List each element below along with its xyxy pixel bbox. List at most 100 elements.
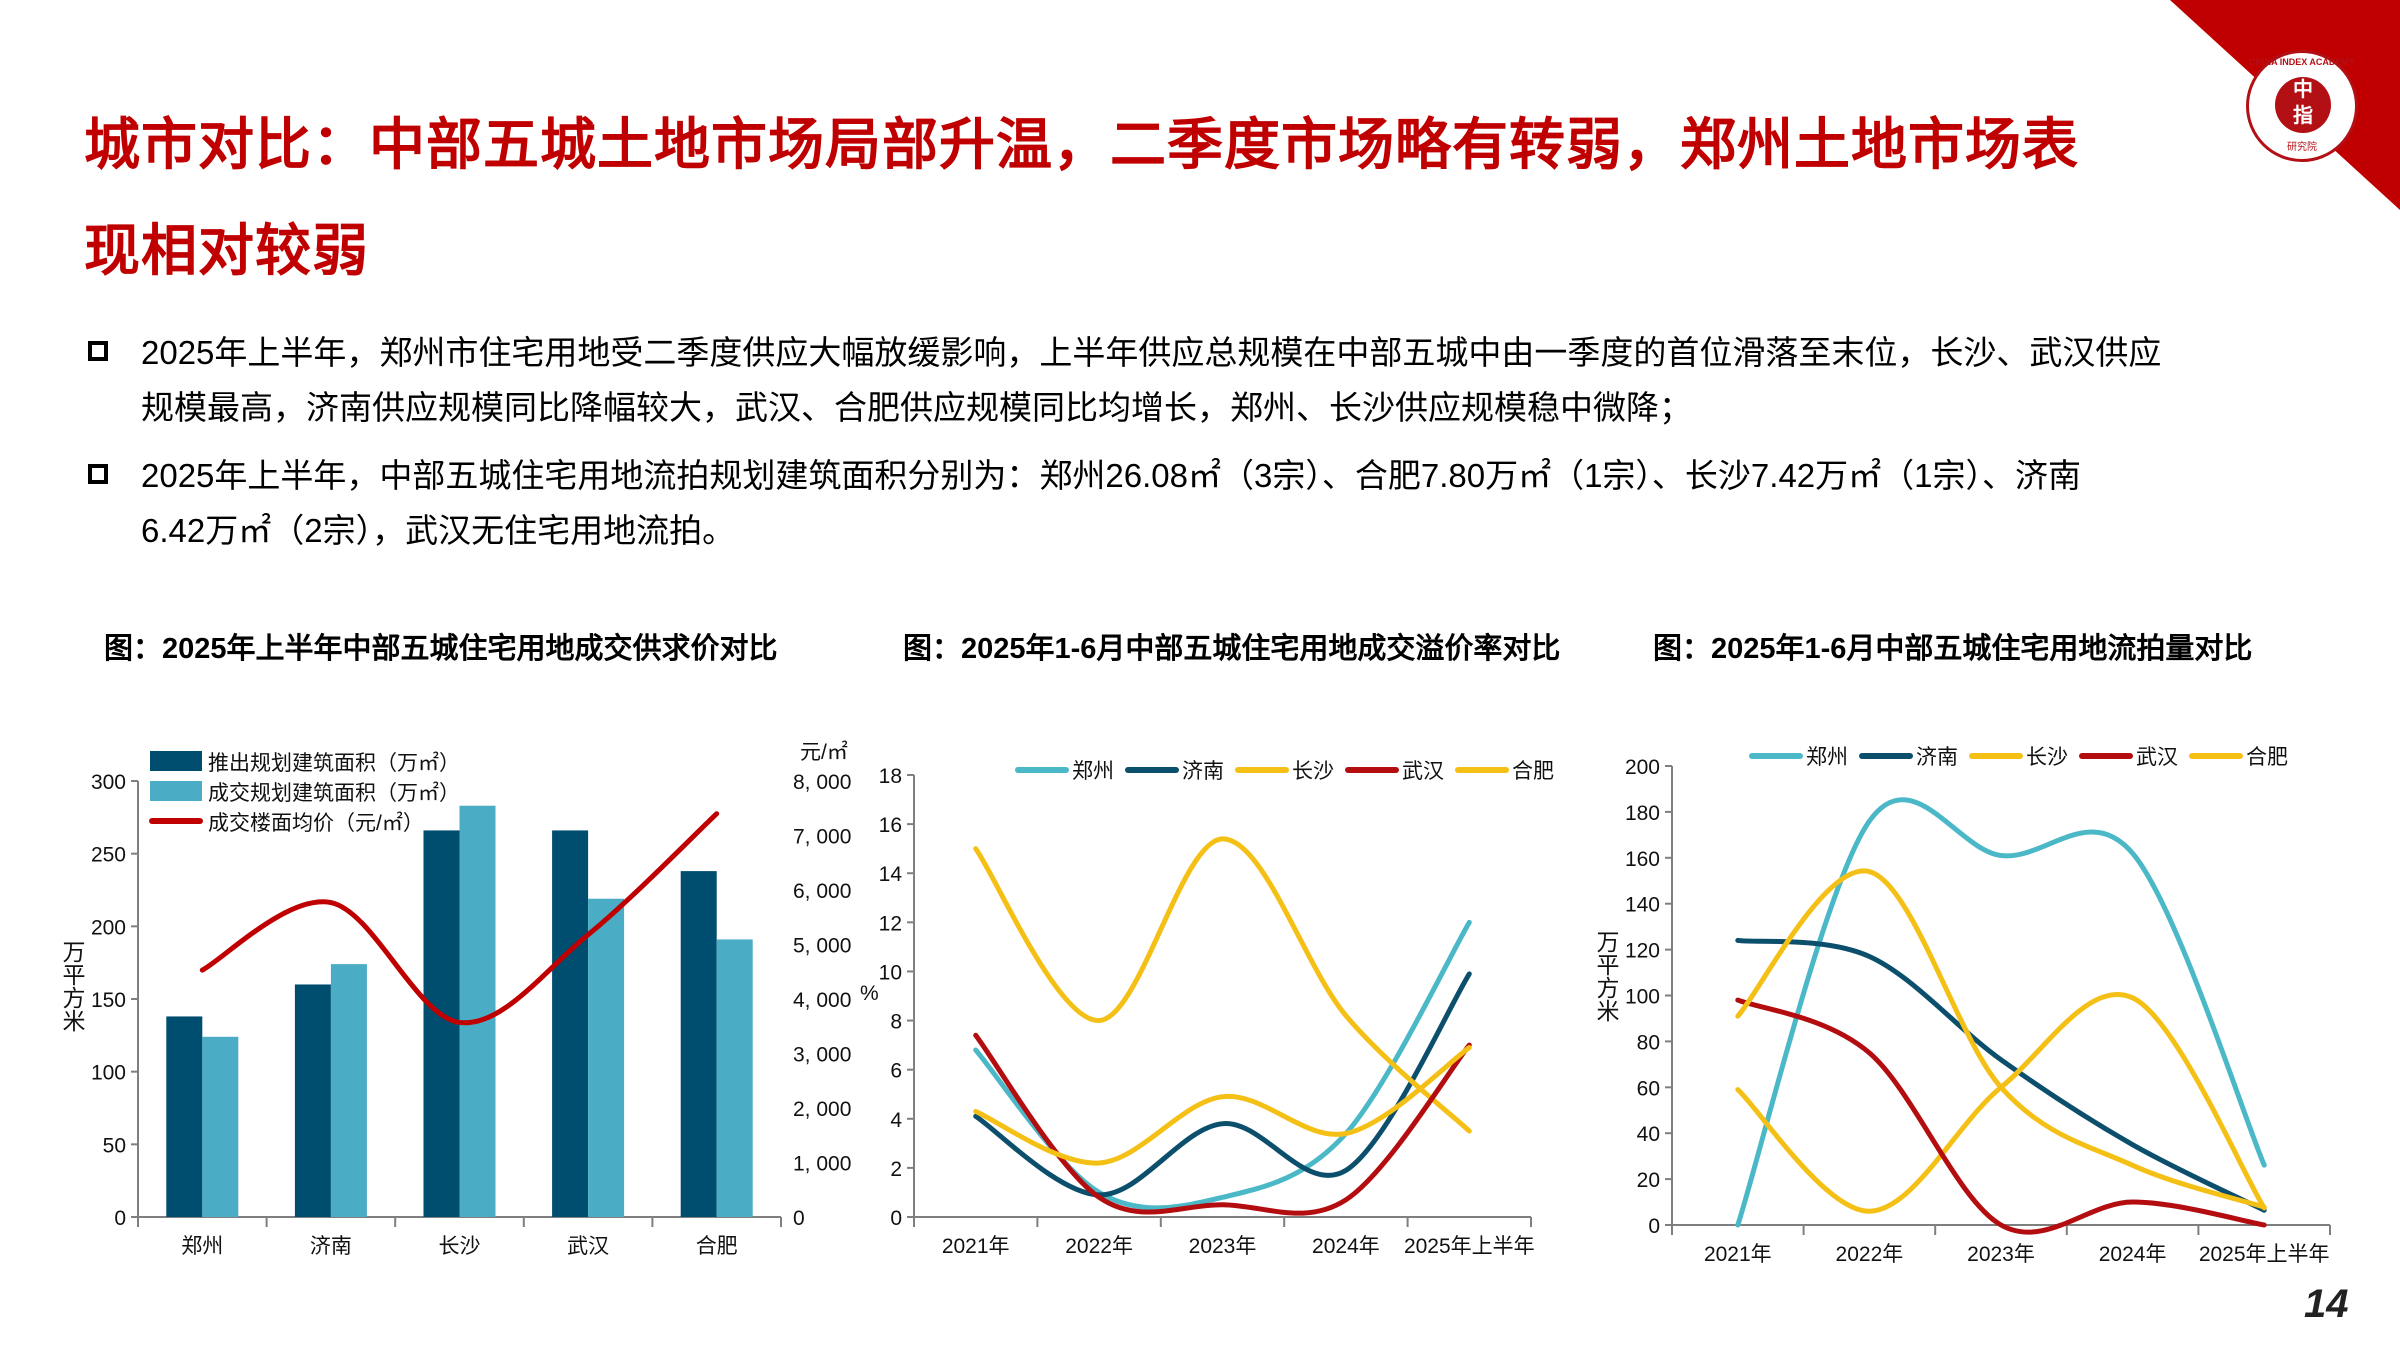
x-tick-label: 2024年 xyxy=(1312,1235,1380,1258)
y-tick-label: 140 xyxy=(1625,894,1660,917)
logo-ring-text: CHINA INDEX ACADEMY xyxy=(2249,57,2355,67)
bar-推出规划建筑面积（万㎡）-合肥 xyxy=(680,871,717,1217)
y-tick-label: 4 xyxy=(890,1109,902,1132)
bullet-line: 2025年上半年，郑州市住宅用地受二季度供应大幅放缓影响，上半年供应总规模在中部… xyxy=(141,334,2162,371)
x-tick-label: 2025年上半年 xyxy=(1404,1235,1535,1258)
x-tick-label: 2023年 xyxy=(1189,1235,1257,1258)
y-tick-label: 18 xyxy=(879,765,902,788)
y-tick-label: 300 xyxy=(91,771,126,794)
x-tick-label: 合肥 xyxy=(696,1235,738,1258)
legend-swatch xyxy=(150,781,202,801)
bar-推出规划建筑面积（万㎡）-郑州 xyxy=(166,1016,203,1217)
y-tick-label: 50 xyxy=(103,1134,126,1157)
legend-label: 武汉 xyxy=(1402,760,1444,783)
square-bullet-icon xyxy=(88,464,108,484)
x-tick-label: 长沙 xyxy=(439,1235,481,1258)
y2-tick-label: 6, 000 xyxy=(793,880,851,903)
y2-tick-label: 1, 000 xyxy=(793,1153,851,1176)
legend-label: 济南 xyxy=(1916,746,1958,769)
y-tick-label: 14 xyxy=(879,863,903,886)
y2-tick-label: 3, 000 xyxy=(793,1044,851,1067)
x-tick-label: 2023年 xyxy=(1967,1243,2035,1266)
square-bullet-icon xyxy=(88,341,108,361)
y-tick-label: 180 xyxy=(1625,802,1660,825)
x-tick-label: 2021年 xyxy=(942,1235,1010,1258)
bullet-1: 2025年上半年，郑州市住宅用地受二季度供应大幅放缓影响，上半年供应总规模在中部… xyxy=(88,325,2161,435)
y2-tick-label: 2, 000 xyxy=(793,1098,851,1121)
chart-1-y-axis-title: 万平方米 xyxy=(59,940,85,1032)
bar-成交规划建筑面积（万㎡）-长沙 xyxy=(459,805,496,1217)
y2-tick-label: 7, 000 xyxy=(793,826,851,849)
series-line-长沙 xyxy=(973,836,1472,1134)
x-tick-label: 2024年 xyxy=(2099,1243,2167,1266)
y-tick-label: 100 xyxy=(1625,986,1660,1009)
x-tick-label: 济南 xyxy=(310,1235,352,1258)
bullet-line: 2025年上半年，中部五城住宅用地流拍规划建筑面积分别为：郑州26.08㎡（3宗… xyxy=(141,457,2082,494)
legend-label: 长沙 xyxy=(2026,746,2068,769)
y-tick-label: 200 xyxy=(91,916,126,939)
page-title: 城市对比：中部五城土地市场局部升温，二季度市场略有转弱，郑州土地市场表现相对较弱 xyxy=(84,113,2079,282)
legend-swatch xyxy=(150,751,202,771)
series-line-武汉 xyxy=(1735,997,2267,1235)
y-tick-label: 40 xyxy=(1637,1123,1660,1146)
logo-char-bottom: 指 xyxy=(2293,105,2313,127)
y-tick-label: 200 xyxy=(1625,756,1660,779)
bar-推出规划建筑面积（万㎡）-长沙 xyxy=(423,830,460,1217)
x-tick-label: 2021年 xyxy=(1704,1243,1772,1266)
y-tick-label: 6 xyxy=(890,1060,902,1083)
chart-3-y-axis-title: 万平方米 xyxy=(1593,930,1619,1022)
y-tick-label: 10 xyxy=(879,961,902,984)
y-tick-label: 12 xyxy=(879,912,902,935)
y-tick-label: 120 xyxy=(1625,940,1660,963)
y-tick-label: 160 xyxy=(1625,848,1660,871)
y-tick-label: 100 xyxy=(91,1062,126,1085)
y-tick-label: 60 xyxy=(1637,1077,1660,1100)
bullet-line: 规模最高，济南供应规模同比降幅较大，武汉、合肥供应规模同比均增长，郑州、长沙供应… xyxy=(141,389,1692,426)
legend-label: 郑州 xyxy=(1072,760,1114,783)
x-tick-label: 2022年 xyxy=(1065,1235,1133,1258)
y-tick-label: 0 xyxy=(114,1207,126,1230)
y2-tick-label: 5, 000 xyxy=(793,935,851,958)
series-line-长沙 xyxy=(1735,992,2267,1214)
x-tick-label: 2025年上半年 xyxy=(2199,1243,2330,1266)
bullet-2: 2025年上半年，中部五城住宅用地流拍规划建筑面积分别为：郑州26.08㎡（3宗… xyxy=(88,448,2081,558)
series-line-济南 xyxy=(1735,937,2267,1213)
y2-tick-label: 4, 000 xyxy=(793,989,851,1012)
logo-center: 中 指 xyxy=(2275,77,2331,133)
legend-label: 合肥 xyxy=(2246,746,2288,769)
legend-label: 成交规划建筑面积（万㎡） xyxy=(208,781,460,805)
legend-label: 成交楼面均价（元/㎡） xyxy=(208,811,424,835)
bar-推出规划建筑面积（万㎡）-武汉 xyxy=(552,830,589,1217)
y-tick-label: 2 xyxy=(890,1158,902,1181)
x-tick-label: 2022年 xyxy=(1836,1243,1904,1266)
y-tick-label: 0 xyxy=(890,1207,902,1230)
logo-char-top: 中 xyxy=(2293,79,2313,101)
china-index-academy-logo: CHINA INDEX ACADEMY 中 指 研究院 xyxy=(2246,50,2358,162)
bullet-line: 6.42万㎡（2宗），武汉无住宅用地流拍。 xyxy=(141,512,736,549)
x-tick-label: 郑州 xyxy=(181,1235,223,1258)
chart-1-title: 图：2025年上半年中部五城住宅用地成交供求价对比 xyxy=(104,633,778,665)
chart-1-y2-axis-title: 元/㎡ xyxy=(800,741,848,764)
y-tick-label: 0 xyxy=(1648,1215,1660,1238)
bar-成交规划建筑面积（万㎡）-合肥 xyxy=(716,939,753,1217)
y-tick-label: 150 xyxy=(91,989,126,1012)
legend-label: 武汉 xyxy=(2136,746,2178,769)
y2-tick-label: 8, 000 xyxy=(793,771,851,794)
y-tick-label: 250 xyxy=(91,844,126,867)
legend-label: 推出规划建筑面积（万㎡） xyxy=(208,751,460,775)
chart-2-y-axis-title: % xyxy=(860,982,879,1005)
x-tick-label: 武汉 xyxy=(567,1235,609,1258)
chart-2-title: 图：2025年1-6月中部五城住宅用地成交溢价率对比 xyxy=(903,633,1561,665)
logo-bottom-text: 研究院 xyxy=(2287,142,2317,153)
bar-推出规划建筑面积（万㎡）-济南 xyxy=(294,984,331,1217)
y-tick-label: 8 xyxy=(890,1011,902,1034)
bar-成交规划建筑面积（万㎡）-济南 xyxy=(330,964,367,1217)
legend-label: 郑州 xyxy=(1806,746,1848,769)
legend-label: 合肥 xyxy=(1512,760,1554,783)
y-tick-label: 80 xyxy=(1637,1031,1660,1054)
bar-成交规划建筑面积（万㎡）-郑州 xyxy=(202,1036,239,1217)
y-tick-label: 20 xyxy=(1637,1169,1660,1192)
bar-成交规划建筑面积（万㎡）-武汉 xyxy=(588,898,625,1217)
legend-label: 济南 xyxy=(1182,760,1224,783)
